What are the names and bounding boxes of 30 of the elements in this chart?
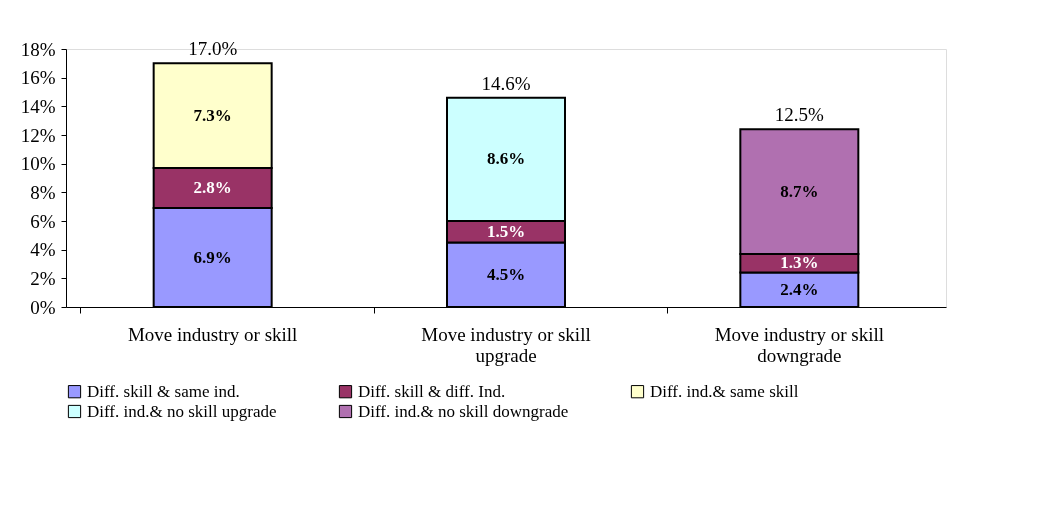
legend-label: Diff. ind.& no skill downgrade xyxy=(358,401,569,421)
y-tick-label: 0% xyxy=(30,296,56,318)
legend-label: Diff. skill & diff. Ind. xyxy=(358,381,506,401)
x-tick-label: Move industry or skill downgrade xyxy=(714,323,885,366)
y-tick-label: 18% xyxy=(20,38,56,60)
data-label: 1.3% xyxy=(780,253,819,273)
legend-label: Diff. ind.& same skill xyxy=(650,381,799,401)
data-label: 7.3% xyxy=(193,105,232,125)
y-tick-label: 12% xyxy=(20,124,56,146)
total-label: 12.5% xyxy=(774,104,825,126)
y-tick-label: 8% xyxy=(30,181,56,203)
legend-label: Diff. ind.& no skill upgrade xyxy=(87,401,277,421)
data-label: 2.8% xyxy=(193,178,232,198)
data-label: 1.5% xyxy=(486,221,526,241)
x-tick-label: Move industry or skill xyxy=(127,323,298,345)
legend-label: Diff. skill & same ind. xyxy=(87,381,240,401)
y-tick-label: 16% xyxy=(20,67,56,89)
data-label: 8.7% xyxy=(780,181,819,201)
data-label: 6.9% xyxy=(193,247,232,267)
data-label: 4.5% xyxy=(486,264,526,284)
total-label: 17.0% xyxy=(188,38,238,60)
total-label: 14.6% xyxy=(481,72,531,94)
data-label: 8.6% xyxy=(486,149,526,169)
y-tick-label: 4% xyxy=(30,239,56,261)
y-tick-label: 10% xyxy=(20,153,56,175)
x-tick-label: Move industry or skill upgrade xyxy=(421,323,591,366)
y-tick-label: 2% xyxy=(30,267,56,289)
y-tick-label: 6% xyxy=(30,210,56,232)
y-tick-label: 14% xyxy=(20,95,56,117)
data-label: 2.4% xyxy=(780,279,819,299)
